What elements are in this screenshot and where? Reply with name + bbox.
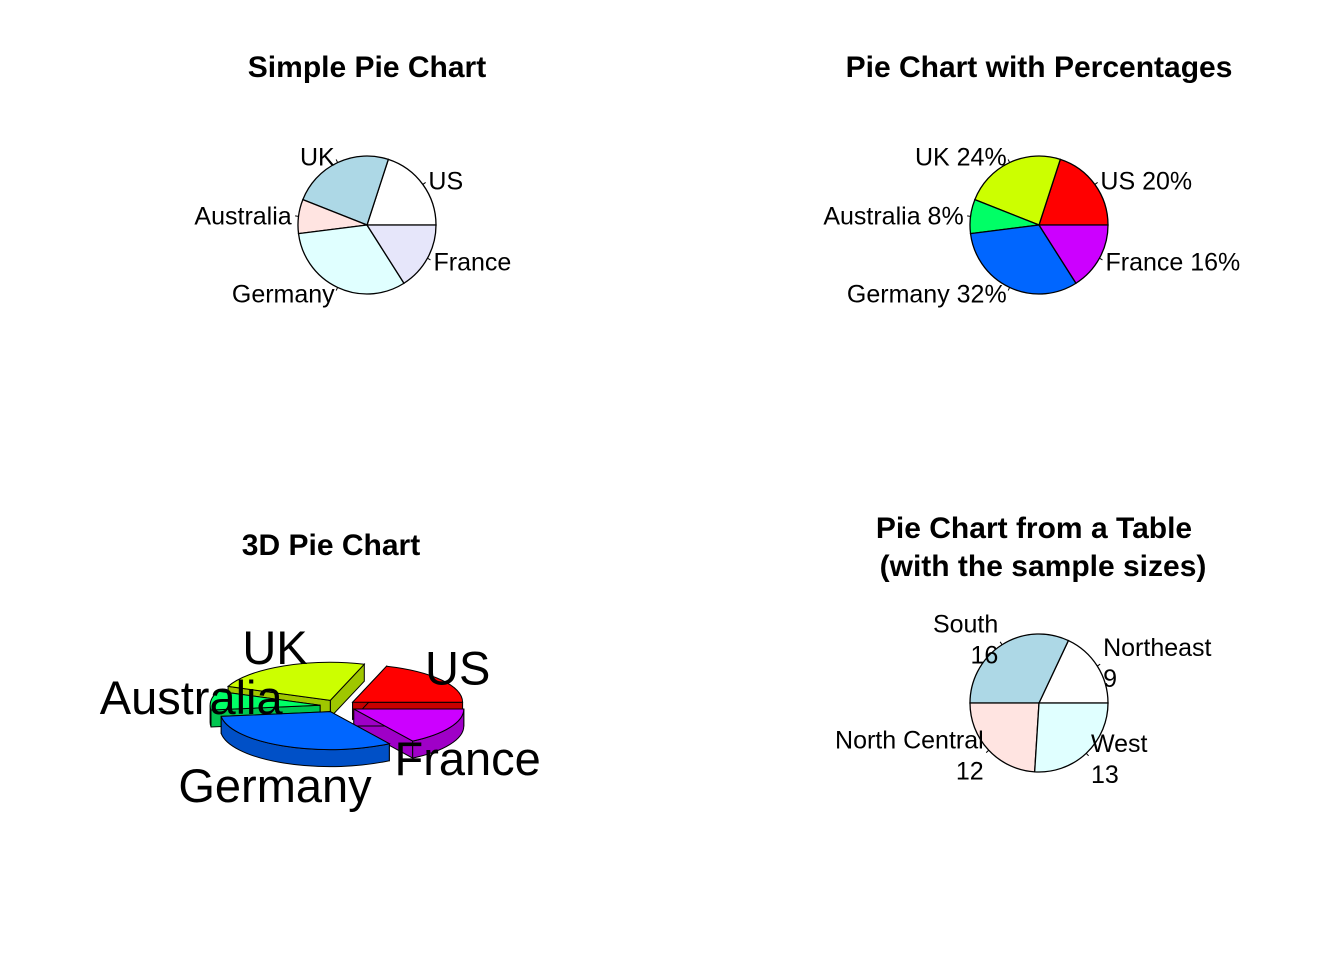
simple-pie-chart-title: Simple Pie Chart [248,51,486,84]
table-pie-chart-panel: Pie Chart from a Table (with the sample … [835,512,1212,789]
percentage-pie-chart-panel: Pie Chart with Percentages US 20% UK 24% A… [823,51,1240,309]
slice-label-us: US 20% [1100,167,1192,195]
pie-slice-south [969,633,1070,704]
slice-label-west-line-2: 13 [1091,761,1119,789]
slice-label-west-line-1: West [1091,730,1148,758]
slice-label-northeast-line-2: 9 [1103,665,1117,693]
slice-label-south-line-2: 16 [970,641,998,669]
pie3d-slice-germany [220,710,391,768]
slice-label-germany: Germany 32% [847,281,1007,309]
slice-label-france: France [434,249,512,277]
pie3d-label-australia: Australia [100,671,284,724]
table-pie-chart-title-line-1: Pie Chart from a Table [876,512,1192,545]
pie3d-slice-france [353,708,465,759]
slice-label-north-central-line-1: North Central [835,727,984,755]
pie3d-label-france: France [395,732,541,785]
pie3d-label-us: US [425,641,490,694]
pie-slice-northeast [1037,639,1109,704]
percentage-pie-chart-title: Pie Chart with Percentages [846,51,1233,84]
slice-label-north-central-line-2: 12 [956,758,984,786]
simple-pie-chart-panel: Simple Pie Chart US UK Australia Germany Fra… [194,51,511,309]
pie-slice-us [1038,158,1109,226]
pie3d-label-germany: Germany [178,759,372,812]
slice-label-uk: UK 24% [915,143,1007,171]
slice-label-south-line-1: South [933,610,998,638]
pie-slice-west [1033,702,1109,773]
slice-label-germany: Germany [232,281,335,309]
slice-label-us: US [428,167,463,195]
slice-label-uk: UK [300,143,335,171]
3d-pie-chart-title: 3D Pie Chart [242,529,420,562]
table-pie-chart-title-line-2: (with the sample sizes) [880,550,1207,583]
pie3d-label-uk: UK [242,621,307,674]
slice-label-northeast-line-1: Northeast [1103,634,1211,662]
pie-slice-france [365,224,437,285]
slice-label-australia: Australia 8% [823,203,963,231]
slice-label-france: France 16% [1106,249,1241,277]
pie-slice-france [1037,224,1109,285]
slice-label-australia: Australia [194,203,291,231]
pie-slice-north-central [969,702,1040,773]
pie-slice-us [366,158,437,226]
